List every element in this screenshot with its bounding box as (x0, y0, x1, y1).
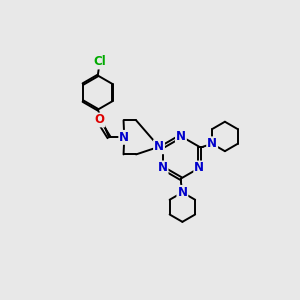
Text: N: N (154, 140, 164, 153)
Text: N: N (194, 161, 204, 175)
Text: Cl: Cl (93, 56, 106, 68)
Text: N: N (176, 130, 186, 143)
Text: N: N (177, 186, 188, 199)
Text: N: N (158, 161, 168, 175)
Text: N: N (119, 131, 129, 144)
Text: N: N (207, 137, 217, 150)
Text: O: O (94, 113, 104, 127)
